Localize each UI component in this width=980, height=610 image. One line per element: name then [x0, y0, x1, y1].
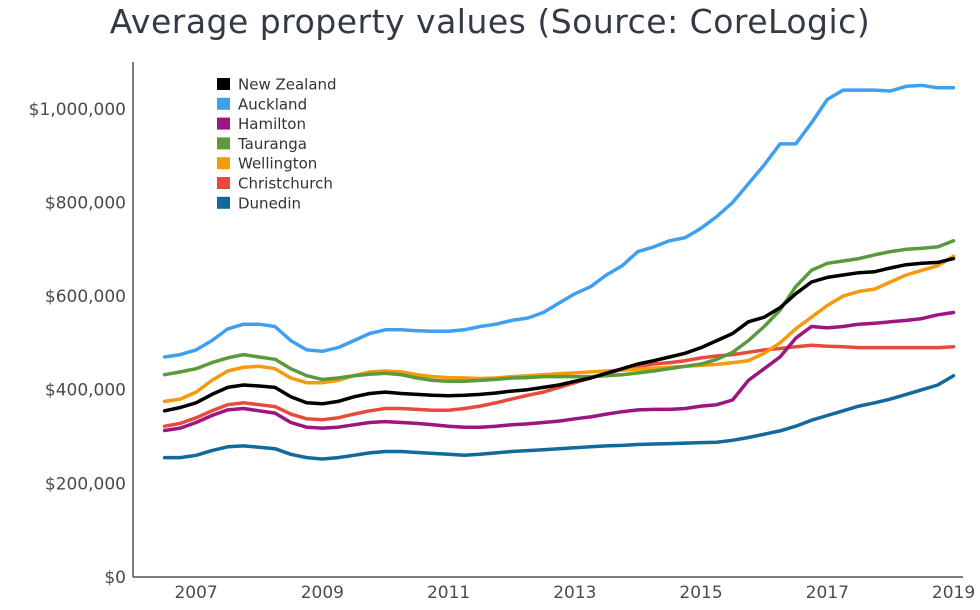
series-line-tauranga: [162, 239, 956, 384]
series-line-auckland: [162, 83, 956, 359]
y-tick-label: $200,000: [45, 474, 126, 494]
legend-label: Dunedin: [238, 194, 301, 212]
series-line-wellington: [162, 254, 956, 404]
legend-label: Tauranga: [237, 135, 307, 153]
axes: $0 $200,000 $400,000 $600,000 $800,000 $1,000…: [29, 62, 975, 603]
series-line-dunedin: [162, 373, 956, 461]
y-tick-label: $0: [104, 568, 126, 588]
y-tick-label: $1,000,000: [29, 100, 126, 120]
legend-label: Hamilton: [238, 115, 306, 133]
x-tick-label: 2009: [301, 583, 344, 603]
legend-label: New Zealand: [238, 76, 337, 94]
y-tick-label: $600,000: [45, 287, 126, 307]
legend-swatch: [217, 177, 230, 189]
legend-swatch: [217, 137, 230, 150]
chart-title: Average property values (Source: CoreLog…: [109, 2, 871, 41]
series-line-new-zealand: [162, 256, 956, 413]
x-tick-label: 2015: [679, 583, 722, 603]
legend-swatch: [217, 97, 230, 110]
legend-label: Christchurch: [238, 175, 333, 193]
x-tick-label: 2017: [806, 583, 849, 603]
legend-swatch: [217, 117, 230, 130]
legend-label: Wellington: [238, 155, 317, 173]
x-tick-label: 2011: [427, 583, 470, 603]
series-line-christchurch: [162, 343, 956, 428]
legend-label: Auckland: [238, 95, 307, 113]
x-tick-label: 2007: [174, 583, 217, 603]
x-tick-label: 2013: [553, 583, 596, 603]
series-line-hamilton: [162, 310, 956, 433]
series-lines: [162, 83, 956, 461]
x-tick-label: 2019: [932, 583, 975, 603]
y-tick-label: $400,000: [45, 381, 126, 401]
legend-swatch: [217, 196, 230, 209]
legend-swatch: [217, 78, 230, 90]
legend-swatch: [217, 157, 230, 170]
y-tick-label: $800,000: [45, 193, 126, 213]
